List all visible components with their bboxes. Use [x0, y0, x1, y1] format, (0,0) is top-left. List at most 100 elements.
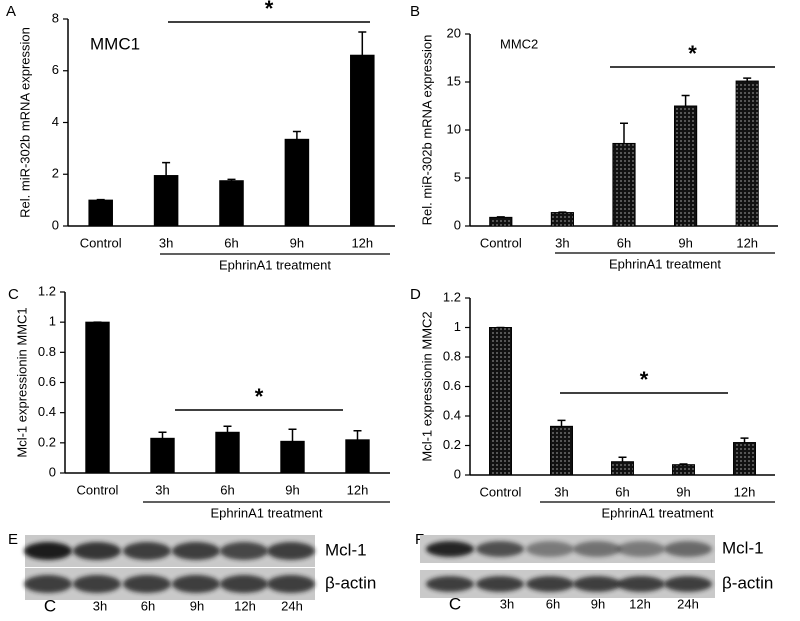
- bar: [733, 442, 756, 476]
- y-tick-label: 5: [454, 169, 461, 184]
- error-bar: [358, 31, 367, 56]
- lane-label: C: [449, 594, 461, 613]
- blot-band: [123, 542, 171, 560]
- bar: [672, 464, 695, 476]
- y-tick-label: 0.2: [38, 434, 56, 449]
- error-bar: [743, 77, 752, 82]
- blot-band: [426, 541, 474, 557]
- error-bar: [681, 94, 690, 106]
- panel-letter: B: [410, 3, 420, 20]
- lane-label: 3h: [93, 598, 107, 613]
- blot-label: β-actin: [722, 573, 773, 592]
- x-tick-label: 6h: [615, 484, 629, 499]
- blot-band: [617, 576, 665, 592]
- bar: [612, 142, 636, 227]
- y-tick-label: 0: [454, 217, 461, 232]
- y-tick-label: 20: [447, 25, 461, 40]
- y-tick-label: 0: [454, 466, 461, 481]
- blot-label: Mcl-1: [722, 538, 764, 557]
- blot-band: [267, 542, 315, 560]
- blot-band: [664, 576, 712, 592]
- error-bar: [740, 437, 749, 443]
- blot-band: [573, 541, 621, 557]
- group-label: EphrinA1 treatment: [210, 505, 322, 520]
- x-tick-label: 12h: [347, 482, 369, 497]
- y-axis-label: Rel. miR-302b mRNA expression: [17, 27, 32, 218]
- error-bar: [292, 130, 301, 140]
- y-tick-label: 1: [454, 319, 461, 334]
- blot-band: [526, 576, 574, 592]
- lane-label: 12h: [629, 596, 651, 611]
- blot-band: [617, 541, 665, 557]
- x-tick-label: 9h: [285, 482, 299, 497]
- group-label: EphrinA1 treatment: [219, 257, 331, 272]
- blot-band: [24, 575, 72, 593]
- y-axis-label: Rel. miR-302b mRNA expression: [419, 35, 434, 226]
- bar: [88, 199, 113, 227]
- error-bar: [158, 431, 167, 439]
- bar: [550, 212, 574, 227]
- y-tick-label: 1.2: [38, 283, 56, 298]
- chart-title: MMC1: [90, 34, 140, 53]
- bar: [345, 439, 370, 474]
- x-tick-label: 6h: [617, 235, 631, 250]
- bar: [150, 437, 175, 474]
- blot-band: [476, 541, 524, 557]
- blot-band: [73, 542, 121, 560]
- bar: [219, 180, 244, 227]
- lane-label: 6h: [546, 596, 560, 611]
- error-bar: [618, 456, 627, 462]
- x-tick-label: 12h: [734, 484, 756, 499]
- y-axis-label: Mcl-1 expressionin MMC1: [14, 307, 29, 457]
- y-tick-label: 0.8: [443, 348, 461, 363]
- bar: [280, 440, 305, 474]
- y-tick-label: 6: [52, 62, 59, 77]
- panel-letter: E: [8, 531, 18, 548]
- x-tick-label: Control: [77, 482, 119, 497]
- y-tick-label: 8: [52, 10, 59, 25]
- blot-band: [123, 575, 171, 593]
- y-tick-label: 0: [52, 217, 59, 232]
- blot-band: [220, 542, 268, 560]
- bar: [489, 216, 513, 227]
- y-tick-label: 10: [447, 121, 461, 136]
- lane-label: 3h: [500, 596, 514, 611]
- x-tick-label: 3h: [159, 235, 173, 250]
- bar: [489, 327, 512, 476]
- y-tick-label: 0.2: [443, 437, 461, 452]
- panel-letter: A: [6, 3, 16, 20]
- y-tick-label: 0.6: [443, 378, 461, 393]
- blot-band: [526, 541, 574, 557]
- x-tick-label: 6h: [224, 235, 238, 250]
- error-bar: [620, 122, 628, 144]
- x-tick-label: 3h: [155, 482, 169, 497]
- y-tick-label: 4: [52, 114, 59, 129]
- x-tick-label: 9h: [290, 235, 304, 250]
- x-tick-label: Control: [480, 235, 522, 250]
- x-tick-label: 12h: [351, 235, 373, 250]
- bar: [350, 54, 375, 227]
- y-tick-label: 0.4: [443, 407, 461, 422]
- blot-label: β-actin: [325, 573, 376, 592]
- y-tick-label: 2: [52, 166, 59, 181]
- blot-band: [267, 575, 315, 593]
- y-tick-label: 0: [49, 464, 56, 479]
- significance-star: *: [640, 367, 649, 392]
- lane-label: 9h: [591, 596, 605, 611]
- error-bar: [227, 178, 236, 181]
- chart-title: MMC2: [500, 36, 538, 51]
- blot-band: [24, 542, 72, 560]
- y-axis-label: Mcl-1 expressionin MMC2: [419, 311, 434, 461]
- x-tick-label: 12h: [736, 235, 758, 250]
- bar: [85, 321, 110, 474]
- x-tick-label: 9h: [678, 235, 692, 250]
- group-label: EphrinA1 treatment: [601, 505, 713, 520]
- significance-star: *: [255, 384, 264, 409]
- bar: [550, 425, 573, 476]
- bar: [674, 105, 698, 227]
- lane-label: 6h: [141, 598, 155, 613]
- y-tick-label: 0.6: [38, 374, 56, 389]
- error-bar: [223, 425, 232, 433]
- blot-band: [220, 575, 268, 593]
